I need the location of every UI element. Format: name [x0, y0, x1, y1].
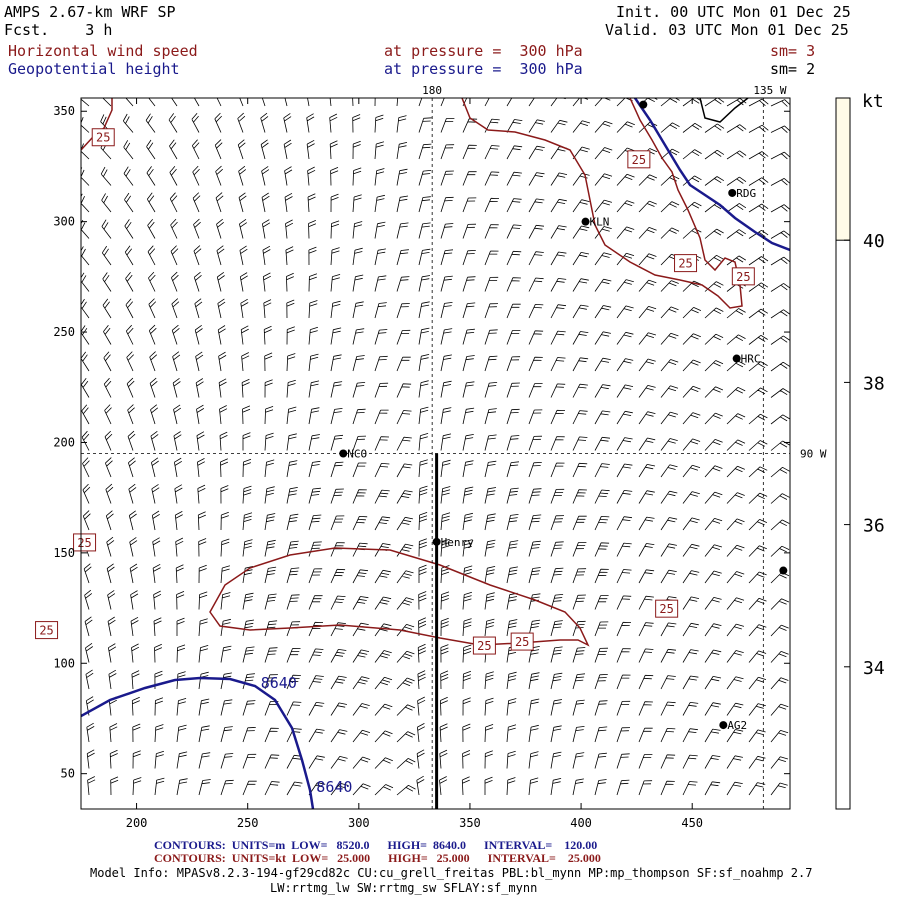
wind-contour-label: 25	[477, 639, 491, 653]
station-marker	[719, 721, 728, 730]
colorbar-tick-label: 40	[863, 231, 885, 252]
coastline-blue	[633, 98, 790, 252]
station-label: Henry	[441, 536, 474, 549]
colorbar-frame	[835, 97, 851, 810]
wind-contour-label: 25	[678, 257, 692, 271]
meridian-label: 180	[422, 84, 442, 97]
field1-smoothing: sm= 3	[770, 42, 816, 60]
wind-contour-label: 25	[659, 602, 673, 616]
contours-height-info: CONTOURS: UNITS=m LOW= 8520.0 HIGH= 8640…	[154, 838, 598, 852]
wind-contour-label-box	[674, 254, 698, 273]
height-contour-label: 8640	[316, 778, 352, 796]
model-title: AMPS 2.67-km WRF SP	[4, 3, 176, 21]
station-label: NCO	[347, 448, 367, 461]
wind-contour-label: 25	[515, 635, 529, 649]
model-info-physics: LW:rrtmg_lw SW:rrtmg_sw SFLAY:sf_mynn	[270, 881, 538, 895]
wind-contour-label: 25	[77, 536, 91, 550]
station-label: AG2	[727, 719, 747, 732]
y-tick-label: 50	[61, 767, 75, 781]
wind-contour-nw	[81, 98, 113, 151]
station-label: KLN	[590, 216, 610, 229]
colorbar-tick-label: 36	[863, 516, 885, 537]
meridian-label: 135 W	[753, 84, 786, 97]
valid-time: Valid. 03 UTC Mon 01 Dec 25	[605, 21, 849, 39]
station-marker	[779, 566, 788, 575]
field2-smoothing: sm= 2	[770, 60, 816, 78]
wind-contour-ne	[461, 98, 743, 309]
wind-contour-label-box	[35, 621, 59, 640]
station-marker	[339, 449, 348, 458]
colorbar-tick-label: 38	[863, 373, 885, 394]
map-contours	[81, 98, 790, 809]
height-contour-label: 8640	[261, 674, 297, 692]
field2-name: Geopotential height	[8, 60, 180, 78]
wind-contour-label-box	[655, 599, 679, 618]
station-marker	[732, 354, 741, 363]
contours-wind-info: CONTOURS: UNITS=kt LOW= 25.000 HIGH= 25.…	[154, 851, 601, 865]
coastline-black	[699, 98, 749, 123]
x-tick-label: 450	[681, 816, 703, 830]
wind-contour-label: 25	[632, 153, 646, 167]
field2-level: at pressure = 300 hPa	[384, 60, 583, 78]
wind-contour-label-box	[627, 150, 651, 169]
overlay-marks: 180 135 W 90 W KLN RDG HRC NCO Henry AG2 25 25 25 25…	[35, 84, 827, 830]
init-time: Init. 00 UTC Mon 01 Dec 25	[616, 3, 851, 21]
colorbar-fill	[836, 98, 850, 241]
station-marker	[432, 537, 441, 546]
x-tick-label: 250	[237, 816, 259, 830]
field1-name: Horizontal wind speed	[8, 42, 198, 60]
y-tick-label: 300	[53, 215, 75, 229]
wind-contour-label-box	[731, 267, 755, 286]
field1-level: at pressure = 300 hPa	[384, 42, 583, 60]
station-marker	[581, 217, 590, 226]
wind-contour-label: 25	[39, 624, 53, 638]
y-tick-label: 100	[53, 656, 75, 670]
x-tick-label: 400	[570, 816, 592, 830]
colorbar-unit: kt	[862, 91, 884, 112]
x-tick-label: 200	[126, 816, 148, 830]
wind-contour-label-box	[73, 533, 97, 552]
parallel-label: 90 W	[800, 448, 827, 461]
wind-barb-field	[81, 98, 790, 796]
y-tick-label: 250	[53, 325, 75, 339]
wind-contour-label-box	[510, 632, 534, 651]
wind-contour-label-box	[91, 128, 115, 147]
colorbar-tick-label: 34	[863, 658, 885, 679]
station-label: HRC	[741, 353, 761, 366]
y-tick-label: 200	[53, 435, 75, 449]
wind-contour-label-box	[472, 636, 496, 655]
wind-contour-label: 25	[736, 270, 750, 284]
colorbar: 34 36 38 40 kt	[835, 91, 885, 810]
wind-contour-label: 25	[96, 131, 110, 145]
x-tick-label: 350	[459, 816, 481, 830]
y-tick-label: 350	[53, 104, 75, 118]
height-contour-8640	[81, 676, 315, 809]
station-marker	[728, 188, 737, 197]
station-marker	[639, 100, 648, 109]
forecast-hour: Fcst. 3 h	[4, 21, 113, 39]
wind-barbs	[81, 98, 790, 796]
y-tick-label: 150	[53, 546, 75, 560]
model-info: Model Info: MPASv8.2.3-194-gf29cd82c CU:…	[90, 866, 813, 880]
station-label: RDG	[736, 187, 756, 200]
wind-contour-jet	[209, 547, 590, 647]
plot-frame	[80, 97, 791, 810]
x-tick-label: 300	[348, 816, 370, 830]
